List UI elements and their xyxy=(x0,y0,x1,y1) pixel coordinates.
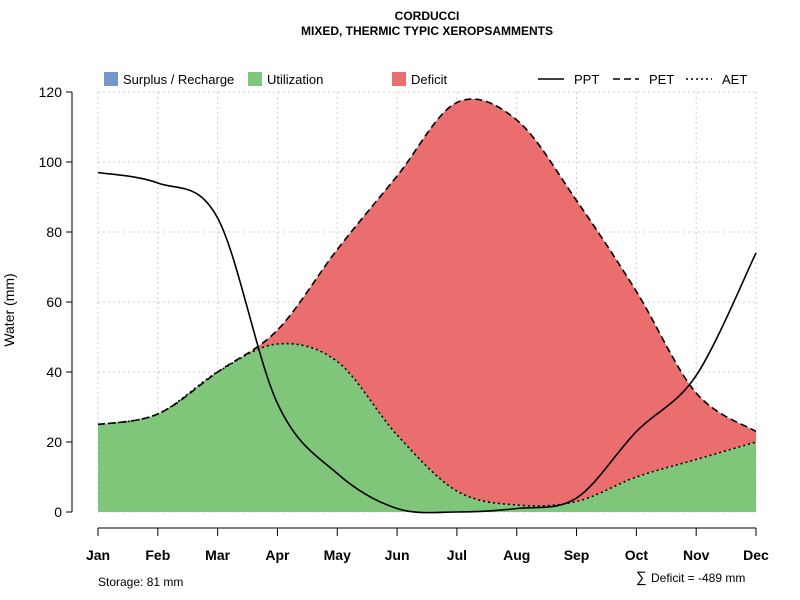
deficit-note: Deficit = -489 mm xyxy=(651,571,745,585)
y-tick-label-40: 40 xyxy=(46,364,62,380)
legend-label-ppt: PPT xyxy=(574,72,599,87)
x-tick-label-oct: Oct xyxy=(625,547,649,563)
legend-swatch-deficit xyxy=(392,72,406,86)
legend-swatch-utilization xyxy=(248,72,262,86)
utilization-area xyxy=(98,343,756,512)
aet-line xyxy=(97,342,757,507)
axes: 0 20 40 60 80 100 120 Jan Feb Mar Apr May Jun Jul Aug S… xyxy=(39,84,769,563)
y-tick-label-60: 60 xyxy=(46,294,62,310)
ppt-line xyxy=(97,171,757,514)
legend-swatch-surplus-recharge xyxy=(104,72,118,86)
area-fills xyxy=(98,99,756,513)
chart-subtitle: MIXED, THERMIC TYPIC XEROPSAMMENTS xyxy=(301,24,553,38)
x-tick-label-jan: Jan xyxy=(86,547,110,563)
x-tick-label-mar: Mar xyxy=(205,547,230,563)
legend-label-aet: AET xyxy=(722,72,747,87)
x-tick-label-feb: Feb xyxy=(145,547,170,563)
y-tick-label-80: 80 xyxy=(46,224,62,240)
x-tick-label-jul: Jul xyxy=(447,547,467,563)
x-tick-label-sep: Sep xyxy=(564,547,590,563)
legend: Surplus / Recharge Utilization Deficit PPT P… xyxy=(104,72,747,87)
x-tick-label-dec: Dec xyxy=(743,547,769,563)
series-lines xyxy=(97,98,757,514)
x-tick-label-may: May xyxy=(324,547,351,563)
sum-symbol: ∑ xyxy=(636,569,647,586)
x-tick-label-nov: Nov xyxy=(683,547,710,563)
legend-label-surplus-recharge: Surplus / Recharge xyxy=(123,72,234,87)
x-tick-label-jun: Jun xyxy=(385,547,410,563)
legend-label-utilization: Utilization xyxy=(267,72,323,87)
deficit-area xyxy=(98,99,756,506)
pet-line xyxy=(97,98,757,433)
legend-label-pet: PET xyxy=(649,72,674,87)
chart-title: CORDUCCI xyxy=(395,9,460,23)
y-tick-label-0: 0 xyxy=(54,504,62,520)
x-tick-label-aug: Aug xyxy=(503,547,530,563)
storage-note: Storage: 81 mm xyxy=(98,575,183,589)
y-tick-label-120: 120 xyxy=(39,84,63,100)
legend-label-deficit: Deficit xyxy=(411,72,448,87)
y-axis-label: Water (mm) xyxy=(1,273,17,346)
x-tick-label-apr: Apr xyxy=(265,547,290,563)
y-tick-label-100: 100 xyxy=(39,154,63,170)
y-tick-label-20: 20 xyxy=(46,434,62,450)
